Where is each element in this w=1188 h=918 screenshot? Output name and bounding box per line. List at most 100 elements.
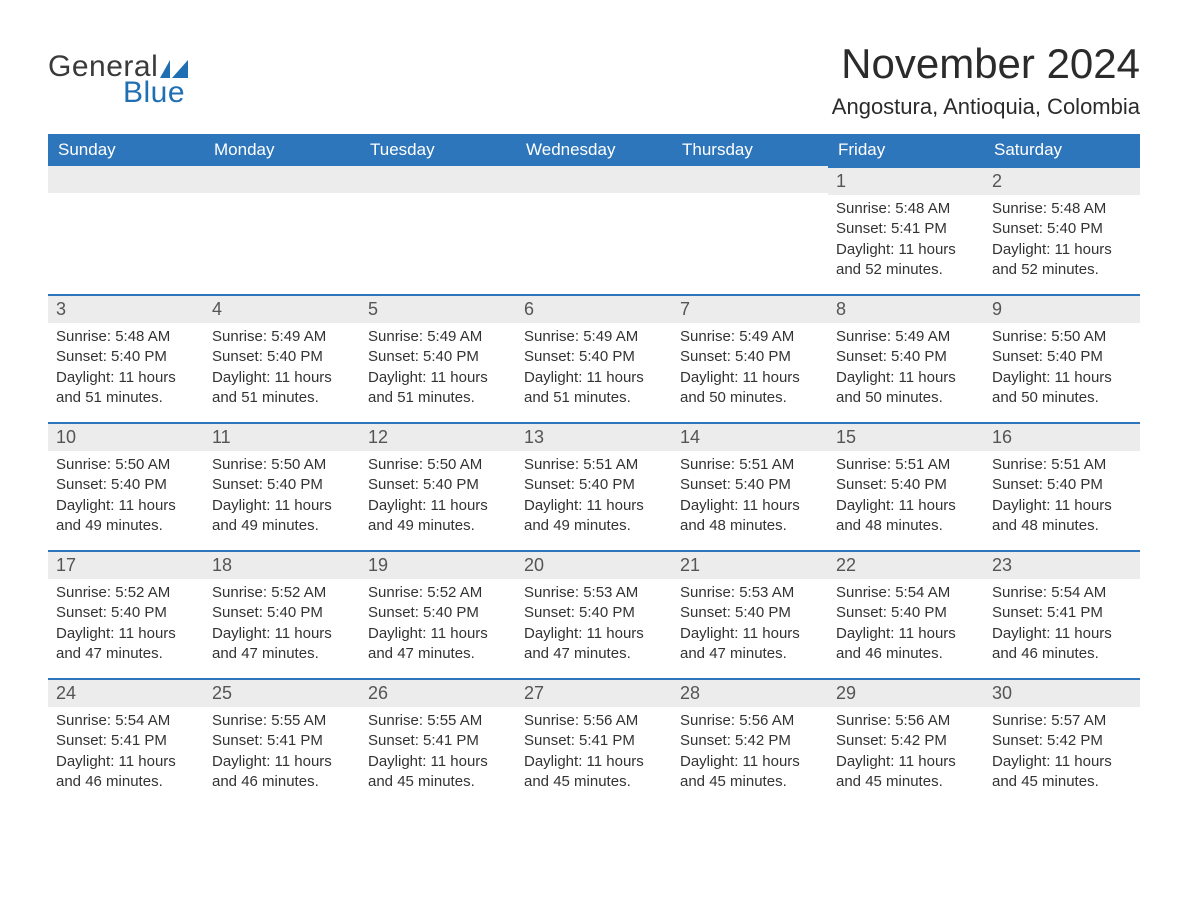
day-number: 20 xyxy=(516,552,672,579)
daylight-line: Daylight: 11 hours and 46 minutes. xyxy=(56,752,196,793)
day-wrap: 28Sunrise: 5:56 AMSunset: 5:42 PMDayligh… xyxy=(672,678,828,800)
calendar-day-cell: 2Sunrise: 5:48 AMSunset: 5:40 PMDaylight… xyxy=(984,166,1140,294)
daylight-line: Daylight: 11 hours and 51 minutes. xyxy=(524,368,664,409)
weekday-header: Wednesday xyxy=(516,134,672,166)
day-body: Sunrise: 5:48 AMSunset: 5:40 PMDaylight:… xyxy=(984,195,1140,288)
calendar-day-cell: 25Sunrise: 5:55 AMSunset: 5:41 PMDayligh… xyxy=(204,678,360,806)
sunset-line: Sunset: 5:40 PM xyxy=(836,347,976,367)
sunset-line: Sunset: 5:40 PM xyxy=(836,475,976,495)
day-body: Sunrise: 5:50 AMSunset: 5:40 PMDaylight:… xyxy=(48,451,204,544)
calendar-day-cell xyxy=(672,166,828,294)
daylight-line: Daylight: 11 hours and 45 minutes. xyxy=(680,752,820,793)
calendar-day-cell: 4Sunrise: 5:49 AMSunset: 5:40 PMDaylight… xyxy=(204,294,360,422)
day-body: Sunrise: 5:50 AMSunset: 5:40 PMDaylight:… xyxy=(984,323,1140,416)
day-number: 18 xyxy=(204,552,360,579)
daylight-line: Daylight: 11 hours and 47 minutes. xyxy=(368,624,508,665)
sunrise-line: Sunrise: 5:50 AM xyxy=(56,455,196,475)
daylight-line: Daylight: 11 hours and 48 minutes. xyxy=(680,496,820,537)
day-number: 5 xyxy=(360,296,516,323)
logo: General Blue xyxy=(48,50,188,110)
day-body: Sunrise: 5:51 AMSunset: 5:40 PMDaylight:… xyxy=(828,451,984,544)
sunset-line: Sunset: 5:41 PM xyxy=(836,219,976,239)
sunrise-line: Sunrise: 5:51 AM xyxy=(992,455,1132,475)
empty-day-strip xyxy=(204,166,360,193)
day-body: Sunrise: 5:49 AMSunset: 5:40 PMDaylight:… xyxy=(204,323,360,416)
calendar-day-cell: 5Sunrise: 5:49 AMSunset: 5:40 PMDaylight… xyxy=(360,294,516,422)
day-number: 8 xyxy=(828,296,984,323)
calendar-day-cell: 18Sunrise: 5:52 AMSunset: 5:40 PMDayligh… xyxy=(204,550,360,678)
daylight-line: Daylight: 11 hours and 45 minutes. xyxy=(992,752,1132,793)
sunset-line: Sunset: 5:42 PM xyxy=(992,731,1132,751)
sunrise-line: Sunrise: 5:50 AM xyxy=(992,327,1132,347)
sunrise-line: Sunrise: 5:48 AM xyxy=(836,199,976,219)
daylight-line: Daylight: 11 hours and 46 minutes. xyxy=(992,624,1132,665)
calendar-day-cell: 29Sunrise: 5:56 AMSunset: 5:42 PMDayligh… xyxy=(828,678,984,806)
calendar-day-cell: 15Sunrise: 5:51 AMSunset: 5:40 PMDayligh… xyxy=(828,422,984,550)
sunrise-line: Sunrise: 5:55 AM xyxy=(212,711,352,731)
calendar-day-cell xyxy=(204,166,360,294)
daylight-line: Daylight: 11 hours and 47 minutes. xyxy=(212,624,352,665)
day-body: Sunrise: 5:55 AMSunset: 5:41 PMDaylight:… xyxy=(204,707,360,800)
day-number: 28 xyxy=(672,680,828,707)
day-body: Sunrise: 5:54 AMSunset: 5:41 PMDaylight:… xyxy=(48,707,204,800)
weekday-header: Sunday xyxy=(48,134,204,166)
empty-day-strip xyxy=(516,166,672,193)
day-body: Sunrise: 5:53 AMSunset: 5:40 PMDaylight:… xyxy=(516,579,672,672)
weekday-header: Saturday xyxy=(984,134,1140,166)
day-body: Sunrise: 5:50 AMSunset: 5:40 PMDaylight:… xyxy=(360,451,516,544)
sunset-line: Sunset: 5:40 PM xyxy=(992,347,1132,367)
weekday-header: Thursday xyxy=(672,134,828,166)
day-wrap: 6Sunrise: 5:49 AMSunset: 5:40 PMDaylight… xyxy=(516,294,672,416)
daylight-line: Daylight: 11 hours and 48 minutes. xyxy=(836,496,976,537)
location-subtitle: Angostura, Antioquia, Colombia xyxy=(832,94,1140,120)
empty-day-strip xyxy=(48,166,204,193)
sunset-line: Sunset: 5:40 PM xyxy=(524,475,664,495)
day-wrap: 20Sunrise: 5:53 AMSunset: 5:40 PMDayligh… xyxy=(516,550,672,672)
sunset-line: Sunset: 5:41 PM xyxy=(524,731,664,751)
daylight-line: Daylight: 11 hours and 50 minutes. xyxy=(836,368,976,409)
sunrise-line: Sunrise: 5:56 AM xyxy=(836,711,976,731)
daylight-line: Daylight: 11 hours and 48 minutes. xyxy=(992,496,1132,537)
sunrise-line: Sunrise: 5:51 AM xyxy=(524,455,664,475)
day-wrap: 2Sunrise: 5:48 AMSunset: 5:40 PMDaylight… xyxy=(984,166,1140,288)
daylight-line: Daylight: 11 hours and 51 minutes. xyxy=(56,368,196,409)
sunrise-line: Sunrise: 5:54 AM xyxy=(56,711,196,731)
day-wrap: 7Sunrise: 5:49 AMSunset: 5:40 PMDaylight… xyxy=(672,294,828,416)
calendar-day-cell: 24Sunrise: 5:54 AMSunset: 5:41 PMDayligh… xyxy=(48,678,204,806)
sunrise-line: Sunrise: 5:56 AM xyxy=(680,711,820,731)
calendar-day-cell: 21Sunrise: 5:53 AMSunset: 5:40 PMDayligh… xyxy=(672,550,828,678)
calendar-day-cell: 12Sunrise: 5:50 AMSunset: 5:40 PMDayligh… xyxy=(360,422,516,550)
day-number: 13 xyxy=(516,424,672,451)
day-number: 26 xyxy=(360,680,516,707)
sunset-line: Sunset: 5:40 PM xyxy=(680,475,820,495)
day-number: 11 xyxy=(204,424,360,451)
day-body: Sunrise: 5:56 AMSunset: 5:41 PMDaylight:… xyxy=(516,707,672,800)
day-number: 4 xyxy=(204,296,360,323)
calendar-day-cell: 9Sunrise: 5:50 AMSunset: 5:40 PMDaylight… xyxy=(984,294,1140,422)
day-body: Sunrise: 5:50 AMSunset: 5:40 PMDaylight:… xyxy=(204,451,360,544)
weekday-header: Friday xyxy=(828,134,984,166)
daylight-line: Daylight: 11 hours and 49 minutes. xyxy=(524,496,664,537)
sunrise-line: Sunrise: 5:57 AM xyxy=(992,711,1132,731)
day-body: Sunrise: 5:55 AMSunset: 5:41 PMDaylight:… xyxy=(360,707,516,800)
calendar-day-cell: 7Sunrise: 5:49 AMSunset: 5:40 PMDaylight… xyxy=(672,294,828,422)
calendar-day-cell xyxy=(516,166,672,294)
daylight-line: Daylight: 11 hours and 46 minutes. xyxy=(836,624,976,665)
day-wrap: 8Sunrise: 5:49 AMSunset: 5:40 PMDaylight… xyxy=(828,294,984,416)
sunrise-line: Sunrise: 5:56 AM xyxy=(524,711,664,731)
daylight-line: Daylight: 11 hours and 50 minutes. xyxy=(680,368,820,409)
day-number: 27 xyxy=(516,680,672,707)
calendar-day-cell: 17Sunrise: 5:52 AMSunset: 5:40 PMDayligh… xyxy=(48,550,204,678)
sunset-line: Sunset: 5:41 PM xyxy=(992,603,1132,623)
sunrise-line: Sunrise: 5:55 AM xyxy=(368,711,508,731)
day-wrap: 19Sunrise: 5:52 AMSunset: 5:40 PMDayligh… xyxy=(360,550,516,672)
calendar-day-cell: 20Sunrise: 5:53 AMSunset: 5:40 PMDayligh… xyxy=(516,550,672,678)
day-body: Sunrise: 5:52 AMSunset: 5:40 PMDaylight:… xyxy=(204,579,360,672)
sunset-line: Sunset: 5:40 PM xyxy=(368,603,508,623)
sunset-line: Sunset: 5:40 PM xyxy=(836,603,976,623)
weekday-header: Monday xyxy=(204,134,360,166)
day-number: 30 xyxy=(984,680,1140,707)
day-number: 21 xyxy=(672,552,828,579)
daylight-line: Daylight: 11 hours and 51 minutes. xyxy=(212,368,352,409)
sunrise-line: Sunrise: 5:48 AM xyxy=(992,199,1132,219)
